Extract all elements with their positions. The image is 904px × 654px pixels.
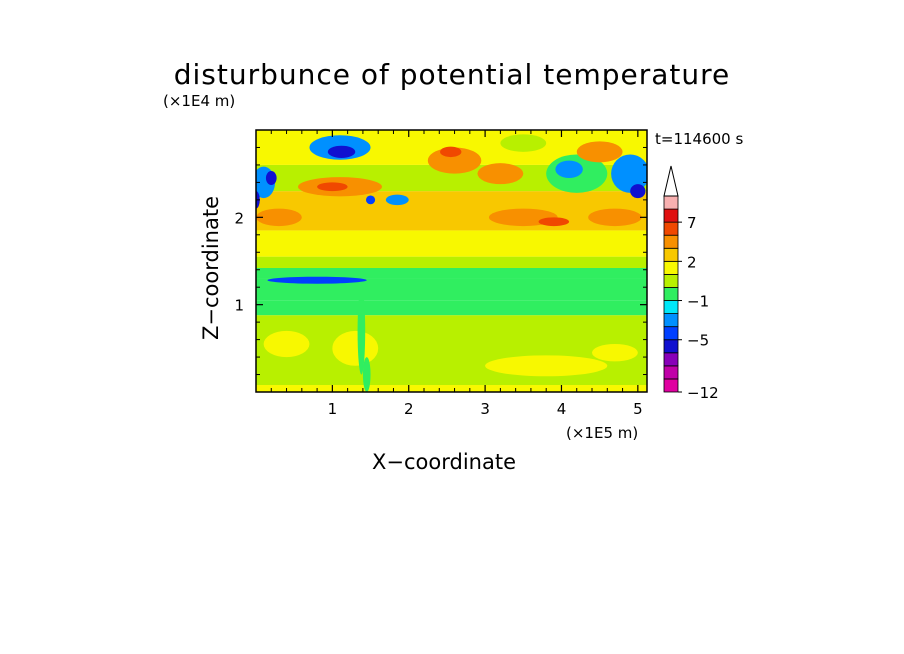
field-feature: [265, 171, 277, 186]
field-band: [256, 315, 647, 327]
field-band: [256, 300, 647, 316]
time-annotation: t=114600 s: [655, 130, 744, 148]
colorbar-swatch: [663, 300, 679, 314]
colorbar-swatch: [663, 326, 679, 341]
y-tick-label: 1: [234, 297, 244, 315]
field-band: [256, 267, 647, 279]
field-feature: [538, 217, 570, 227]
field-feature: [477, 163, 524, 185]
field-feature: [630, 184, 646, 199]
colorbar-swatch: [663, 234, 679, 249]
field-feature: [592, 343, 638, 362]
colorbar-swatch: [663, 273, 679, 288]
x-axis-unit: (×1E5 m): [566, 424, 639, 442]
colorbar-swatch: [663, 378, 679, 393]
field-feature: [555, 160, 583, 179]
field-band: [256, 326, 647, 386]
colorbar-label: 7: [687, 214, 697, 232]
x-tick-label: 1: [328, 400, 338, 418]
colorbar-swatch: [663, 352, 679, 367]
field-feature: [263, 330, 310, 358]
field-feature: [267, 276, 367, 284]
x-tick-label: 5: [633, 400, 643, 418]
colorbar-label: −12: [687, 384, 719, 402]
field-feature: [327, 145, 356, 158]
field-feature: [485, 355, 608, 377]
field-band: [256, 385, 647, 392]
field-feature: [256, 208, 302, 227]
colorbar-swatch: [663, 365, 679, 380]
field-feature: [317, 182, 348, 192]
field-feature: [365, 195, 376, 205]
colorbar-extend-arrow: [663, 165, 679, 197]
x-axis-label: X−coordinate: [372, 450, 516, 474]
colorbar: −12−5−127: [663, 165, 719, 402]
field-feature: [357, 287, 366, 375]
y-axis-unit: (×1E4 m): [163, 92, 236, 110]
colorbar-label: −1: [687, 293, 709, 311]
colorbar-swatch: [663, 208, 679, 223]
colorbar-label: 2: [687, 253, 697, 271]
colorbar-swatch: [663, 260, 679, 275]
field-feature: [576, 141, 623, 163]
x-tick-label: 2: [404, 400, 414, 418]
colorbar-swatch: [663, 221, 679, 236]
colorbar-swatch: [663, 195, 679, 210]
colorbar-swatch: [663, 313, 679, 328]
field-band: [256, 256, 647, 268]
field-feature: [440, 146, 462, 158]
plot-frame: [255, 129, 648, 393]
colorbar-swatch: [663, 247, 679, 262]
field-band: [256, 278, 647, 301]
axis-ticks: 1 2 3 4 5 1 2: [234, 130, 647, 418]
chart-title: disturbunce of potential temperature: [173, 58, 731, 91]
x-tick-label: 3: [480, 400, 490, 418]
field-feature: [611, 154, 647, 193]
field-feature: [588, 208, 642, 227]
y-tick-label: 2: [234, 209, 244, 227]
colorbar-label: −5: [687, 332, 709, 350]
field-feature: [385, 194, 409, 206]
colorbar-swatch: [663, 339, 679, 354]
plot-area: [256, 130, 647, 392]
field-band: [256, 230, 647, 257]
field-feature: [332, 330, 379, 366]
x-tick-label: 4: [557, 400, 567, 418]
field-feature: [500, 134, 547, 152]
colorbar-swatch: [663, 287, 679, 301]
field-band: [256, 191, 647, 231]
field-feature: [362, 357, 371, 392]
